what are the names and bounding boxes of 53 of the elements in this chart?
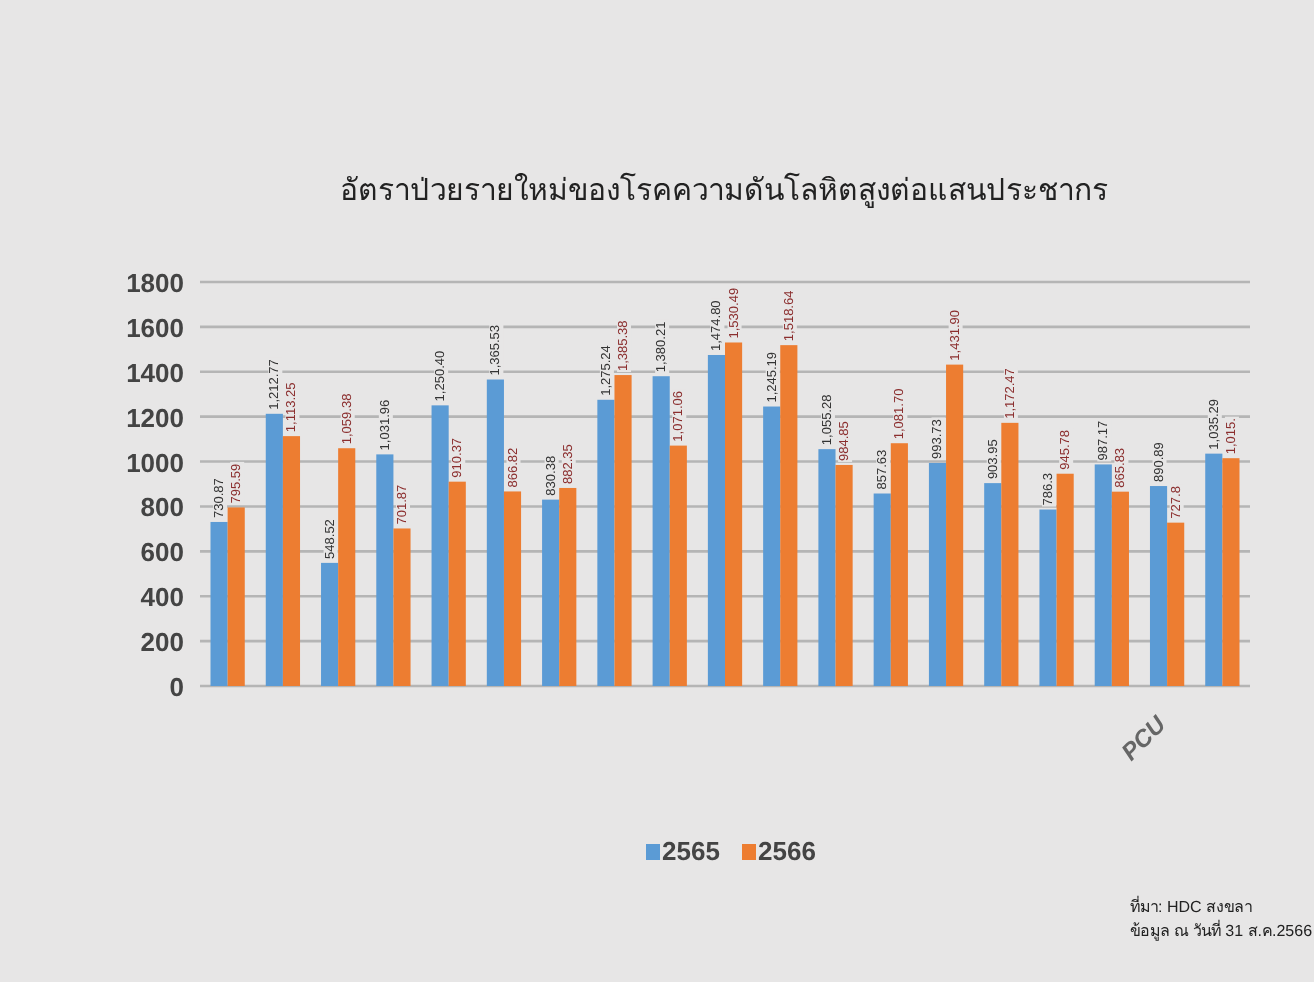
bar (227, 507, 245, 686)
y-tick-label: 1200 (126, 402, 184, 433)
bar (321, 562, 339, 686)
bar (338, 448, 356, 686)
bar (614, 375, 632, 686)
y-tick-label: 200 (140, 627, 184, 658)
bar (818, 449, 836, 686)
bar (1094, 464, 1112, 686)
y-tick-label: 400 (140, 582, 184, 613)
y-tick-label: 0 (169, 672, 184, 702)
bar (1149, 486, 1168, 686)
legend-label: 2565 (662, 836, 720, 866)
bar (210, 521, 228, 686)
bar (282, 436, 301, 686)
bar (652, 376, 670, 686)
bar (873, 493, 891, 686)
bar (448, 481, 466, 686)
bar (597, 399, 615, 686)
bar (1056, 473, 1074, 686)
bar (503, 491, 522, 686)
bar (1205, 453, 1223, 686)
bar (946, 364, 964, 686)
bar (780, 345, 798, 686)
bar (431, 405, 449, 686)
text: ข้อมูล ณ วันที่ 31 ส.ค.2566 (1130, 918, 1314, 942)
bar (1039, 509, 1057, 686)
bar (542, 499, 560, 686)
y-tick-label: 1800 (126, 268, 184, 298)
y-tick-label: 800 (140, 492, 184, 523)
y-tick-label: 1400 (126, 357, 184, 388)
bar (984, 483, 1002, 686)
bar (393, 528, 411, 686)
y-tick-label: 600 (140, 537, 184, 568)
y-tick-label: 1600 (126, 312, 184, 343)
bar (1222, 458, 1240, 686)
bar (265, 413, 283, 686)
bar (725, 342, 743, 686)
bar (669, 445, 687, 686)
bar (835, 464, 853, 686)
text: ที่มา: HDC สงขลา (1130, 894, 1252, 916)
bar (1001, 422, 1019, 686)
bar (559, 487, 577, 686)
bar (376, 454, 394, 686)
bar (763, 406, 781, 686)
bar (890, 443, 908, 686)
bar (928, 462, 947, 686)
bar (707, 354, 725, 686)
bar (1111, 491, 1129, 686)
legend-label: 2566 (758, 836, 816, 866)
bar (1167, 522, 1185, 686)
y-tick-label: 1000 (126, 447, 184, 478)
chart-title: อัตราป่วยรายใหม่ของโรคความดันโลหิตสูงต่อแสนประชากร (340, 172, 1108, 208)
bar (486, 379, 504, 686)
